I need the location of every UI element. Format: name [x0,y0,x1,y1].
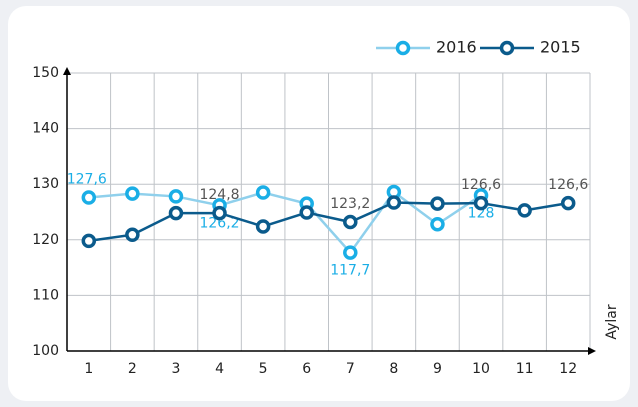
x-tick-label: 8 [389,361,398,377]
point [81,190,97,205]
y-tick-label: 150 [32,65,59,81]
point [343,245,358,260]
point [81,233,97,249]
point [386,195,402,210]
data-label: 124,8 [199,187,239,203]
data-label: 126,2 [199,215,239,231]
y-tick-label: 140 [32,121,59,137]
point [343,214,358,230]
y-tick-label: 110 [32,287,59,303]
x-tick-label: 12 [559,361,577,377]
series-line [88,190,482,255]
point [212,205,227,221]
x-tick-label: 7 [346,361,355,377]
legend-label: 2015 [540,38,581,57]
x-tick-label: 5 [259,361,268,377]
point [299,205,314,220]
series-line [88,201,569,243]
x-axis-label: Aylar [604,304,620,339]
data-label: 127,6 [67,172,107,188]
point [430,196,445,211]
data-label: 123,2 [330,196,370,212]
x-tick-label: 1 [84,361,93,377]
x-tick-label: 6 [302,361,311,377]
point [473,195,489,211]
y-tick-label: 130 [32,176,59,192]
point [255,185,271,200]
point [125,227,140,243]
x-tick-label: 10 [472,361,490,377]
card [8,6,630,401]
point [255,219,271,234]
axis-arrow [63,67,71,75]
x-tick-label: 2 [128,361,137,377]
point [125,186,140,201]
x-tick-label: 3 [171,361,180,377]
data-label: 117,7 [330,263,370,279]
axis-arrow [588,347,596,355]
y-tick-label: 120 [32,232,59,248]
data-label: 126,6 [461,177,501,193]
data-label: 128 [468,205,495,221]
point [517,203,532,218]
x-tick-label: 11 [516,361,534,377]
data-label: 126,6 [548,177,588,193]
point [168,205,184,221]
point [168,189,184,204]
x-tick-label: 9 [433,361,442,377]
legend-marker [499,40,515,56]
point [560,195,576,211]
legend-label: 2016 [436,38,477,57]
x-tick-label: 4 [215,361,224,377]
y-tick-label: 100 [32,343,59,359]
point [430,216,445,232]
legend-marker [395,40,411,56]
